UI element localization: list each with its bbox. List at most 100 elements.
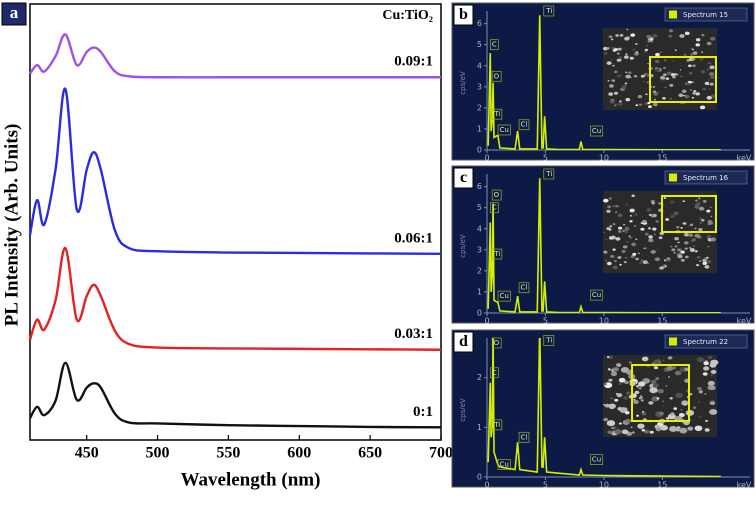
sem-grain	[646, 208, 652, 212]
peak-label-box	[590, 125, 604, 137]
sem-grain	[626, 391, 631, 395]
sem-grain	[654, 360, 660, 364]
sem-grain	[698, 228, 703, 232]
sem-grain	[671, 413, 674, 415]
sem-grain	[640, 399, 644, 402]
sem-grain	[612, 248, 616, 251]
sem-grain	[706, 235, 712, 239]
x-tick-label: 700	[429, 445, 453, 462]
sem-grain	[688, 71, 693, 75]
sem-grain	[644, 102, 649, 105]
sem-grain	[625, 418, 631, 424]
peak-label: Ti	[493, 421, 500, 429]
peak-label: Cu	[500, 292, 509, 300]
sem-grain	[702, 261, 707, 265]
sem-grain	[659, 51, 663, 54]
sem-grain	[682, 200, 686, 203]
sem-grain	[698, 390, 703, 394]
sem-grain	[659, 75, 666, 80]
sem-grain	[607, 205, 612, 209]
sem-grain	[662, 264, 666, 267]
peak-label-box	[497, 459, 511, 470]
sem-grain	[630, 33, 636, 37]
sem-grain	[619, 407, 628, 413]
sem-grain	[624, 411, 630, 415]
sem-grain	[603, 231, 606, 233]
sem-grain	[607, 368, 611, 371]
peak-label: C	[492, 369, 497, 377]
sem-grain	[662, 400, 665, 403]
peak-label-box	[543, 5, 555, 17]
sem-grain	[608, 197, 612, 200]
sem-grain	[709, 385, 716, 391]
sem-grain	[635, 104, 639, 107]
sem-grain	[628, 361, 632, 364]
sem-grain	[710, 237, 716, 242]
sem-grain	[709, 65, 715, 70]
sem-grain	[683, 53, 687, 56]
sem-grain	[634, 390, 640, 395]
peak-label: O	[494, 339, 500, 347]
sem-grain	[650, 379, 657, 384]
y-tick-label: 2	[477, 103, 482, 112]
x-tick-label: 650	[358, 445, 382, 462]
sem-grain	[666, 365, 674, 371]
sem-grain	[707, 355, 713, 360]
sem-grain	[606, 261, 612, 266]
x-tick-label: 5	[543, 154, 548, 163]
peak-label-box	[491, 189, 502, 201]
sem-grain	[706, 95, 712, 100]
pl-curve	[28, 361, 442, 429]
sem-grain	[630, 426, 633, 428]
sem-grain	[648, 238, 654, 243]
sem-grain	[649, 430, 654, 434]
sem-grain	[692, 91, 697, 95]
sem-grain	[702, 87, 707, 91]
sem-grain	[709, 75, 716, 79]
panel-label-box	[1, 2, 27, 26]
x-axis-label: Wavelength (nm)	[181, 469, 321, 490]
y-tick-label: 2	[477, 373, 482, 382]
sem-grain	[653, 366, 659, 370]
y-tick-label: 1	[477, 423, 482, 432]
sem-grain	[676, 74, 679, 76]
sem-grain	[645, 93, 648, 96]
sem-grain	[606, 227, 611, 230]
sem-grain	[690, 53, 694, 56]
sem-grain	[604, 403, 610, 408]
sem-grain	[622, 245, 628, 249]
peak-label-box	[490, 39, 499, 51]
sem-grain	[612, 49, 617, 52]
sem-grain	[709, 206, 712, 209]
sem-grain	[704, 393, 707, 395]
x-tick-label: 500	[146, 445, 170, 462]
sem-grain	[615, 237, 621, 241]
sem-grain	[658, 202, 662, 205]
sem-grain	[621, 250, 626, 254]
sem-grain	[625, 71, 628, 74]
sem-grain	[698, 415, 702, 418]
sem-grain	[611, 58, 613, 61]
sem-grain	[654, 392, 657, 394]
x-tick-label: 5	[543, 317, 548, 326]
sem-grain	[705, 256, 709, 259]
sem-grain	[652, 102, 658, 107]
sem-grain	[610, 254, 615, 258]
sem-grain	[647, 62, 650, 65]
sem-grain	[635, 257, 639, 261]
legend-box	[664, 7, 748, 22]
y-axis-label: cps/eV	[459, 71, 467, 95]
sem-grain	[635, 385, 640, 388]
sem-grain	[707, 221, 714, 225]
peak-label-box	[491, 248, 503, 260]
sem-grain	[643, 429, 650, 434]
sem-grain	[625, 97, 631, 102]
sem-grain	[618, 377, 626, 383]
peak-label-box	[543, 335, 555, 346]
sem-grain	[610, 371, 618, 377]
sem-grain	[709, 401, 715, 406]
sem-grain	[694, 227, 697, 230]
sem-grain	[606, 47, 610, 50]
peak-label: Cu	[500, 461, 509, 469]
sem-grain	[640, 227, 645, 231]
